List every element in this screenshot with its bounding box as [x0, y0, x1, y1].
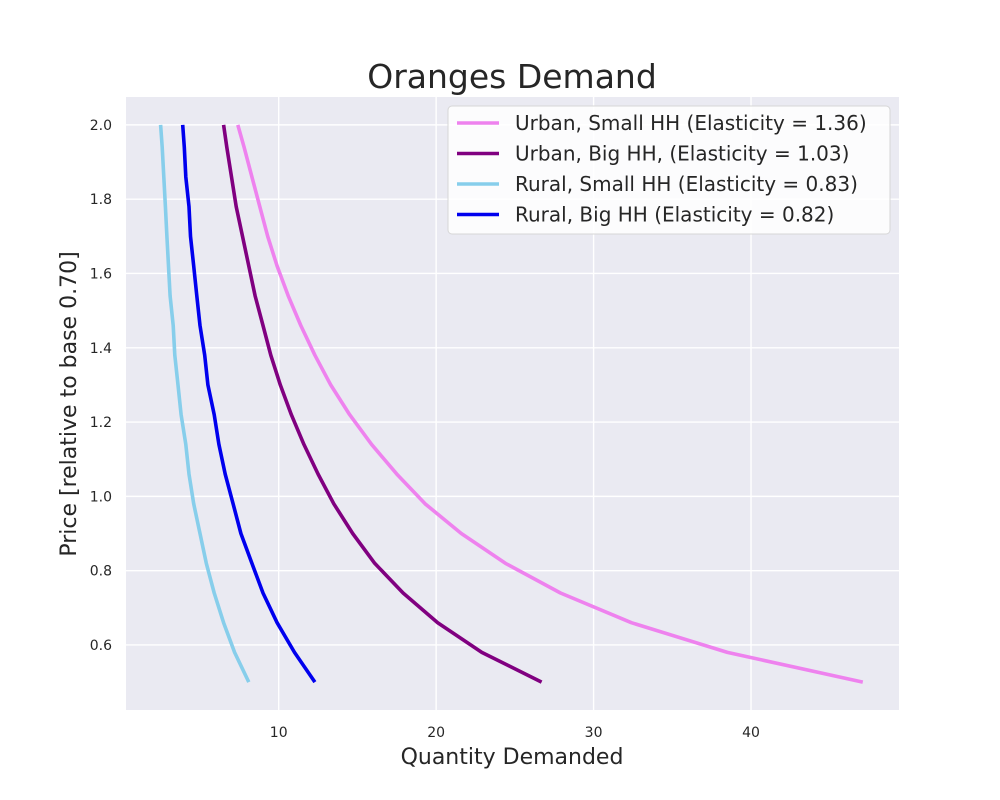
tick-labels: 10 20 30 40 0.6 0.8 1.0 1.2 1.4 1.6 1.8 2.0 — [90, 118, 760, 741]
series-line-3 — [158, 124, 251, 683]
legend-label-3: Rural, Small HH (Elasticity = 0.83) — [515, 172, 858, 196]
y-tick-label: 2.0 — [90, 118, 112, 134]
x-tick-label: 20 — [427, 725, 445, 741]
x-axis-label: Quantity Demanded — [401, 745, 624, 770]
x-tick-label: 40 — [742, 725, 760, 741]
series-line-2 — [221, 124, 543, 684]
legend-box — [447, 105, 891, 235]
y-tick-label: 0.6 — [90, 638, 112, 654]
y-tick-label: 1.4 — [90, 341, 112, 357]
legend-label-1: Urban, Small HH (Elasticity = 1.36) — [515, 111, 867, 135]
legend-label-4: Rural, Big HH (Elasticity = 0.82) — [515, 203, 834, 227]
x-tick-label: 10 — [270, 725, 288, 741]
series-line-1 — [236, 124, 864, 684]
legend: Urban, Small HH (Elasticity = 1.36) Urban… — [447, 105, 891, 235]
y-tick-label: 1.6 — [90, 266, 112, 282]
x-tick-label: 30 — [585, 725, 603, 741]
y-tick-label: 1.0 — [90, 489, 112, 505]
y-axis-label: Price [relative to base 0.70] — [57, 251, 82, 556]
y-tick-label: 1.8 — [90, 192, 112, 208]
series-line-4 — [180, 124, 317, 684]
y-tick-label: 1.2 — [90, 415, 112, 431]
legend-label-2: Urban, Big HH, (Elasticity = 1.03) — [515, 142, 849, 166]
chart-title: Oranges Demand — [367, 57, 657, 96]
y-tick-label: 0.8 — [90, 564, 112, 580]
legend-items: Urban, Small HH (Elasticity = 1.36) Urban… — [457, 111, 867, 227]
series-lines — [158, 124, 864, 684]
